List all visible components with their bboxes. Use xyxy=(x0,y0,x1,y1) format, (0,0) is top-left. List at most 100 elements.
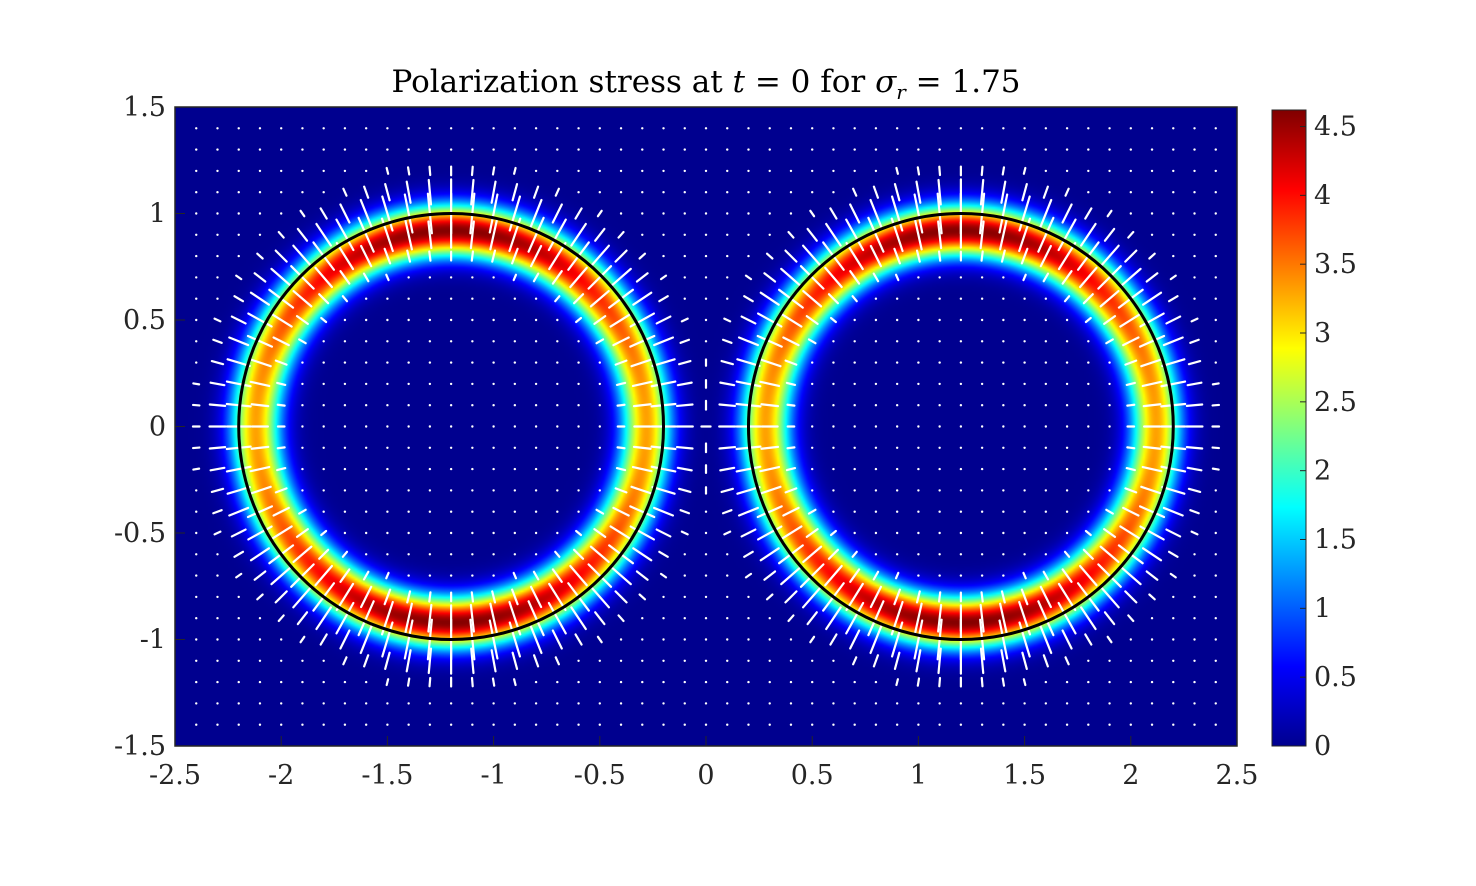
quiver-arrow xyxy=(917,148,920,151)
quiver-arrow xyxy=(383,588,392,606)
quiver-arrow xyxy=(641,638,644,641)
quiver-arrow xyxy=(1020,588,1029,606)
quiver-arrow xyxy=(556,702,559,705)
quiver-arrow xyxy=(959,340,963,343)
quiver-arrow xyxy=(191,403,201,407)
quiver-arrow xyxy=(248,357,272,368)
quiver-arrow xyxy=(1001,677,1006,687)
quiver-arrow xyxy=(1124,359,1138,366)
quiver-arrow xyxy=(195,659,198,662)
quiver-arrow xyxy=(959,723,963,726)
quiver-arrow xyxy=(593,528,607,538)
quiver-arrow xyxy=(869,244,883,268)
quiver-arrow xyxy=(225,465,252,473)
quiver-arrow xyxy=(704,276,708,279)
quiver-arrow xyxy=(513,510,517,513)
quiver-arrow xyxy=(641,212,644,215)
quiver-arrow xyxy=(662,148,665,151)
quiver-arrow xyxy=(999,219,1008,251)
quiver-arrow xyxy=(299,209,306,218)
quiver-arrow xyxy=(849,629,861,650)
quiver-arrow xyxy=(1150,617,1154,620)
quiver-arrow xyxy=(403,193,414,234)
quiver-arrow xyxy=(195,553,198,556)
quiver-arrow xyxy=(1150,638,1154,641)
quiver-arrow xyxy=(1169,274,1177,281)
quiver-arrow xyxy=(1044,382,1048,386)
quiver-arrow xyxy=(322,148,325,151)
quiver-arrow xyxy=(407,127,410,130)
quiver-arrow xyxy=(301,404,304,407)
quiver-arrow xyxy=(678,487,692,494)
quiver-arrow xyxy=(1099,244,1120,268)
quiver-arrow xyxy=(276,446,286,450)
quiver-arrow xyxy=(806,611,818,626)
quiver-arrow xyxy=(718,403,737,408)
quiver-arrow xyxy=(768,127,771,130)
quiver-arrow xyxy=(364,361,368,364)
quiver-arrow xyxy=(320,316,328,324)
quiver-arrow xyxy=(832,169,835,173)
quiver-arrow xyxy=(980,489,984,492)
quiver-arrow xyxy=(1000,180,1007,204)
quiver-arrow xyxy=(513,489,517,492)
quiver-arrow xyxy=(1124,487,1138,494)
quiver-arrow xyxy=(917,297,920,300)
quiver-arrow xyxy=(237,212,240,215)
quiver-arrow xyxy=(1084,207,1093,220)
quiver-arrow xyxy=(1002,723,1005,726)
quiver-arrow xyxy=(1160,465,1187,473)
quiver-arrow xyxy=(980,165,984,177)
quiver-arrow xyxy=(938,404,941,407)
quiver-arrow xyxy=(1140,357,1164,368)
quiver-arrow xyxy=(386,489,389,492)
quiver-arrow xyxy=(253,272,267,283)
quiver-arrow xyxy=(364,382,368,386)
quiver-arrow xyxy=(386,148,389,151)
quiver-arrow xyxy=(1193,617,1196,620)
quiver-arrow xyxy=(1129,638,1133,641)
quiver-arrow xyxy=(641,702,644,705)
quiver-arrow xyxy=(789,702,793,705)
quiver-arrow xyxy=(675,403,694,408)
quiver-arrow xyxy=(704,617,708,620)
quiver-arrow xyxy=(471,489,474,492)
quiver-arrow xyxy=(216,254,219,258)
quiver-arrow xyxy=(980,676,984,688)
quiver-arrow xyxy=(470,591,475,603)
quiver-arrow xyxy=(614,487,628,494)
quiver-arrow xyxy=(832,404,835,407)
quiver-arrow xyxy=(829,207,838,220)
quiver-arrow xyxy=(322,659,325,662)
quiver-arrow xyxy=(1162,506,1184,517)
quiver-arrow xyxy=(1065,382,1069,386)
quiver-arrow xyxy=(449,276,453,279)
quiver-arrow xyxy=(874,425,878,428)
quiver-arrow xyxy=(407,318,410,322)
quiver-arrow xyxy=(1211,446,1221,450)
quiver-arrow xyxy=(1108,148,1111,151)
quiver-arrow xyxy=(529,585,543,609)
quiver-arrow xyxy=(852,187,858,197)
quiver-arrow xyxy=(938,297,941,300)
quiver-arrow xyxy=(832,510,835,513)
quiver-arrow xyxy=(610,267,632,288)
quiver-arrow xyxy=(913,619,924,660)
quiver-arrow xyxy=(406,249,412,263)
quiver-arrow xyxy=(1084,529,1092,537)
quiver-arrow xyxy=(735,465,762,473)
quiver-arrow xyxy=(915,249,921,263)
quiver-arrow xyxy=(364,680,368,684)
quiver-arrow xyxy=(364,446,368,449)
quiver-arrow xyxy=(195,489,198,492)
quiver-arrow xyxy=(1044,169,1048,173)
quiver-arrow xyxy=(556,446,559,449)
quiver-arrow xyxy=(726,574,729,577)
quiver-arrow xyxy=(1214,340,1217,343)
quiver-arrow xyxy=(237,702,240,705)
quiver-arrow xyxy=(556,425,559,428)
quiver-arrow xyxy=(1064,187,1070,197)
quiver-arrow xyxy=(893,588,901,606)
quiver-arrow xyxy=(299,635,306,644)
quiver-arrow xyxy=(869,585,883,609)
